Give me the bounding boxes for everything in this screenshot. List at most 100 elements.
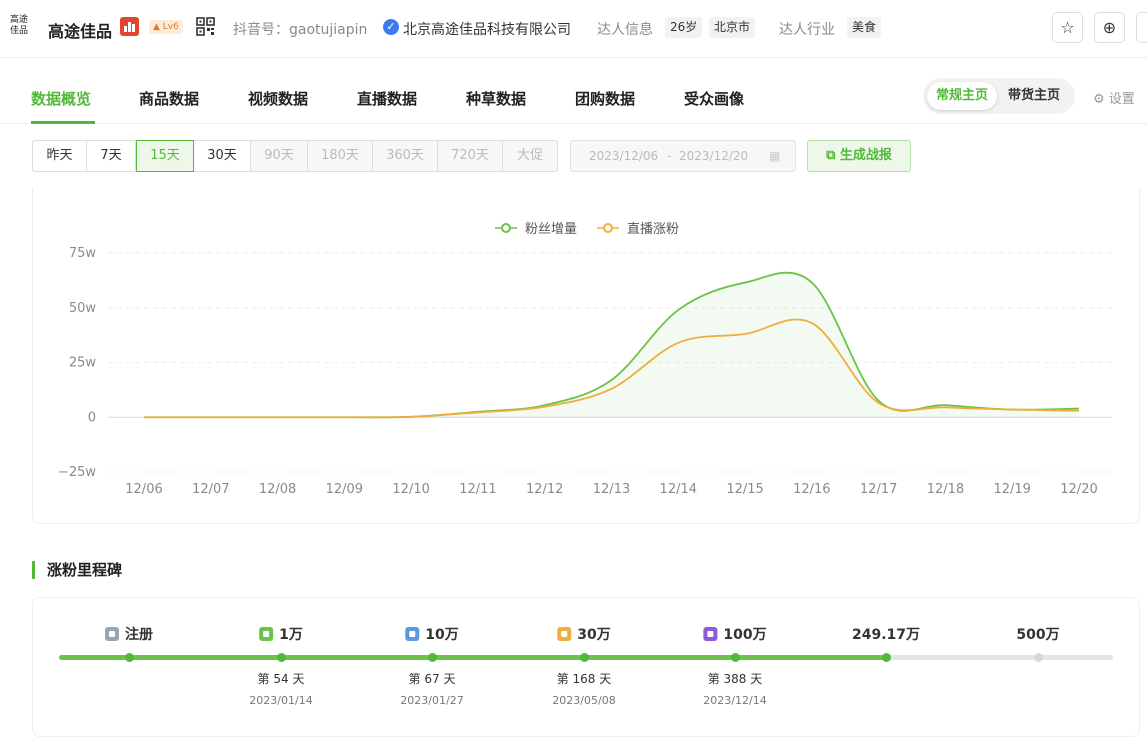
sales-homepage-button[interactable]: 带货主页 — [1008, 88, 1061, 103]
milestone-label: 1万 — [259, 624, 303, 644]
add-circle-icon[interactable]: ⊕ — [1094, 12, 1125, 43]
date-range-picker[interactable]: 2023/12/06 - 2023/12/20 ▦ — [570, 140, 796, 172]
level-badge: ▲ Lv6 — [149, 20, 183, 34]
range-promotion[interactable]: 大促 — [503, 140, 558, 172]
tab-audience[interactable]: 受众画像 — [684, 90, 745, 108]
milestone-dot — [125, 653, 134, 662]
range-180d[interactable]: 180天 — [308, 140, 373, 172]
time-range-selector: 昨天 7天 15天 30天 90天 180天 360天 720天 大促 — [32, 140, 558, 172]
milestone-badge-icon — [557, 627, 572, 641]
range-yesterday[interactable]: 昨天 — [32, 140, 87, 172]
settings-button[interactable]: ⚙ 设置 — [1093, 88, 1135, 107]
x-tick-label: 12/14 — [660, 482, 697, 497]
legend-marker — [603, 223, 613, 233]
gear-icon: ⚙ — [1093, 92, 1105, 107]
active-tab-underline — [31, 121, 95, 124]
profile-header: 高途佳品 高途佳品 ▲ Lv6 抖音号：gaotujiapin ✓ 北京高途佳品… — [0, 0, 1147, 58]
series-line-直播涨粉 — [144, 318, 1080, 419]
x-tick-label: 12/06 — [125, 482, 162, 497]
milestone-label-text: 注册 — [125, 627, 153, 643]
milestone-date: 2023/01/27 — [400, 694, 464, 707]
y-tick-label: −25w — [58, 465, 96, 480]
tab-videos[interactable]: 视频数据 — [248, 90, 309, 108]
qr-code-icon[interactable] — [196, 17, 215, 36]
milestone-dot — [731, 653, 740, 662]
range-7d[interactable]: 7天 — [87, 140, 136, 172]
milestone-label-text: 30万 — [577, 627, 611, 643]
homepage-toggle: 常规主页 带货主页 — [923, 78, 1075, 114]
chart-card — [32, 188, 1140, 524]
favorite-star-icon[interactable]: ☆ — [1052, 12, 1083, 43]
date-start: 2023/12/06 — [589, 149, 659, 163]
industry-tag: 美食 — [847, 17, 882, 38]
milestone-dot — [277, 653, 286, 662]
x-tick-label: 12/07 — [192, 482, 229, 497]
generate-report-button[interactable]: ⧉ 生成战报 — [807, 140, 911, 172]
tab-overview[interactable]: 数据概览 — [31, 90, 92, 108]
milestone-day: 第 54 天 — [257, 672, 305, 686]
milestone-date: 2023/05/08 — [552, 694, 616, 707]
tab-groupbuy[interactable]: 团购数据 — [575, 90, 636, 108]
info-label: 达人信息 — [597, 22, 653, 38]
regular-homepage-button[interactable]: 常规主页 — [927, 82, 998, 110]
x-tick-label: 12/20 — [1060, 482, 1097, 497]
milestone-label-text: 500万 — [1016, 627, 1060, 643]
x-tick-label: 12/10 — [392, 482, 429, 497]
milestone-date: 2023/12/14 — [703, 694, 767, 707]
company-name: 北京高途佳品科技有限公司 — [403, 22, 571, 38]
milestone-dot — [580, 653, 589, 662]
x-tick-label: 12/09 — [326, 482, 363, 497]
tab-live[interactable]: 直播数据 — [357, 90, 418, 108]
milestone-badge-icon — [105, 627, 119, 641]
milestone-label: 10万 — [405, 624, 459, 644]
milestone-label-text: 100万 — [723, 627, 767, 643]
y-tick-label: 25w — [69, 356, 97, 371]
x-tick-label: 12/19 — [993, 482, 1030, 497]
range-360d[interactable]: 360天 — [373, 140, 438, 172]
milestone-day: 第 388 天 — [707, 672, 763, 686]
tab-products[interactable]: 商品数据 — [139, 90, 200, 108]
milestone-label-text: 10万 — [425, 627, 459, 643]
generate-report-label: 生成战报 — [839, 148, 892, 163]
verified-icon: ✓ — [383, 19, 399, 35]
range-15d[interactable]: 15天 — [136, 140, 194, 172]
milestone-label-text: 249.17万 — [851, 627, 921, 643]
range-90d[interactable]: 90天 — [251, 140, 308, 172]
y-tick-label: 0 — [88, 410, 96, 425]
account-name: 高途佳品 — [48, 22, 113, 41]
legend-marker — [501, 223, 511, 233]
more-button[interactable] — [1136, 12, 1147, 43]
y-tick-label: 50w — [69, 301, 97, 316]
milestone-date: 2023/01/14 — [249, 694, 313, 707]
milestone-label: 500万 — [1016, 624, 1059, 644]
milestone-day: 第 168 天 — [556, 672, 612, 686]
tab-seeding[interactable]: 种草数据 — [466, 90, 527, 108]
milestone-dot — [1034, 653, 1043, 662]
douyin-id[interactable]: 抖音号：gaotujiapin — [233, 22, 368, 38]
milestone-label: 30万 — [557, 624, 611, 644]
industry-label: 达人行业 — [779, 22, 835, 38]
x-tick-label: 12/13 — [593, 482, 630, 497]
milestone-badge-icon — [259, 627, 274, 641]
range-720d[interactable]: 720天 — [438, 140, 503, 172]
rank-bar-icon[interactable] — [120, 17, 139, 36]
external-link-icon: ⧉ — [826, 148, 836, 163]
settings-label: 设置 — [1108, 92, 1135, 107]
range-30d[interactable]: 30天 — [194, 140, 251, 172]
series-area-粉丝增量 — [144, 272, 1079, 418]
date-separator: - — [667, 149, 672, 163]
milestone-label: 100万 — [703, 624, 767, 644]
milestone-label: 249.17万 — [852, 624, 920, 644]
milestone-badge-icon — [703, 627, 718, 641]
milestone-label: 注册 — [105, 624, 153, 644]
milestone-card — [32, 597, 1140, 737]
milestone-badge-icon — [405, 627, 420, 641]
y-tick-label: 75w — [69, 246, 97, 261]
milestone-progress-fill — [59, 655, 886, 660]
date-end: 2023/12/20 — [679, 149, 749, 163]
milestone-title: 涨粉里程碑 — [32, 561, 122, 579]
milestone-dot — [882, 653, 891, 662]
brand-logo: 高途佳品 — [9, 15, 28, 36]
age-tag: 26岁 — [665, 17, 703, 38]
x-tick-label: 12/11 — [459, 482, 496, 497]
